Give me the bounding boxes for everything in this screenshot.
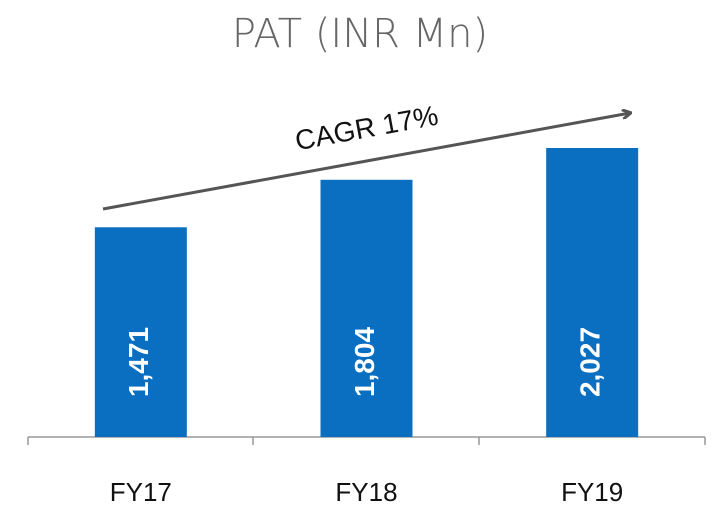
bar — [94, 227, 187, 437]
bar — [546, 148, 639, 437]
data-label: 1,804 — [349, 327, 380, 397]
cagr-arrow — [102, 113, 630, 211]
x-tick-label: FY19 — [561, 477, 623, 507]
chart-title: PAT (INR Mn) — [232, 11, 488, 57]
data-label: 1,471 — [123, 327, 154, 397]
x-tick-label: FY17 — [110, 477, 172, 507]
annotation: CAGR 17% — [293, 100, 441, 157]
x-tick-label: FY18 — [335, 477, 397, 507]
data-label: 2,027 — [575, 327, 606, 397]
bar — [320, 179, 413, 437]
